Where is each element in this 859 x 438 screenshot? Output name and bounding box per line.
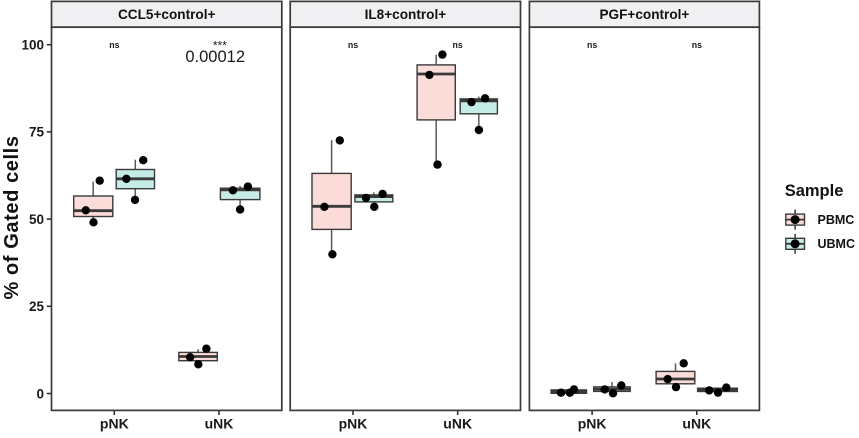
svg-text:uNK: uNK xyxy=(682,416,711,432)
svg-text:pNK: pNK xyxy=(578,416,607,432)
svg-text:0: 0 xyxy=(36,386,44,401)
svg-text:ns: ns xyxy=(453,40,463,50)
svg-text:PGF+control+: PGF+control+ xyxy=(599,7,689,22)
svg-text:75: 75 xyxy=(29,125,45,140)
svg-text:50: 50 xyxy=(29,212,44,227)
svg-text:ns: ns xyxy=(692,40,702,50)
svg-text:ns: ns xyxy=(109,40,119,50)
svg-text:% of Gated cells: % of Gated cells xyxy=(1,135,23,299)
svg-text:pNK: pNK xyxy=(339,416,368,432)
svg-text:ns: ns xyxy=(587,40,597,50)
svg-text:PBMC: PBMC xyxy=(818,213,855,227)
svg-text:pNK: pNK xyxy=(100,416,129,432)
svg-text:uNK: uNK xyxy=(443,416,472,432)
svg-text:ns: ns xyxy=(348,40,358,50)
svg-text:***: *** xyxy=(213,39,227,53)
svg-text:CCL5+control+: CCL5+control+ xyxy=(118,7,216,22)
svg-text:IL8+control+: IL8+control+ xyxy=(365,7,447,22)
svg-text:uNK: uNK xyxy=(205,416,234,432)
svg-text:25: 25 xyxy=(29,299,45,314)
svg-text:0.00012: 0.00012 xyxy=(185,48,245,66)
svg-text:UBMC: UBMC xyxy=(818,237,856,251)
svg-text:Sample: Sample xyxy=(785,182,844,200)
svg-text:100: 100 xyxy=(21,38,44,53)
